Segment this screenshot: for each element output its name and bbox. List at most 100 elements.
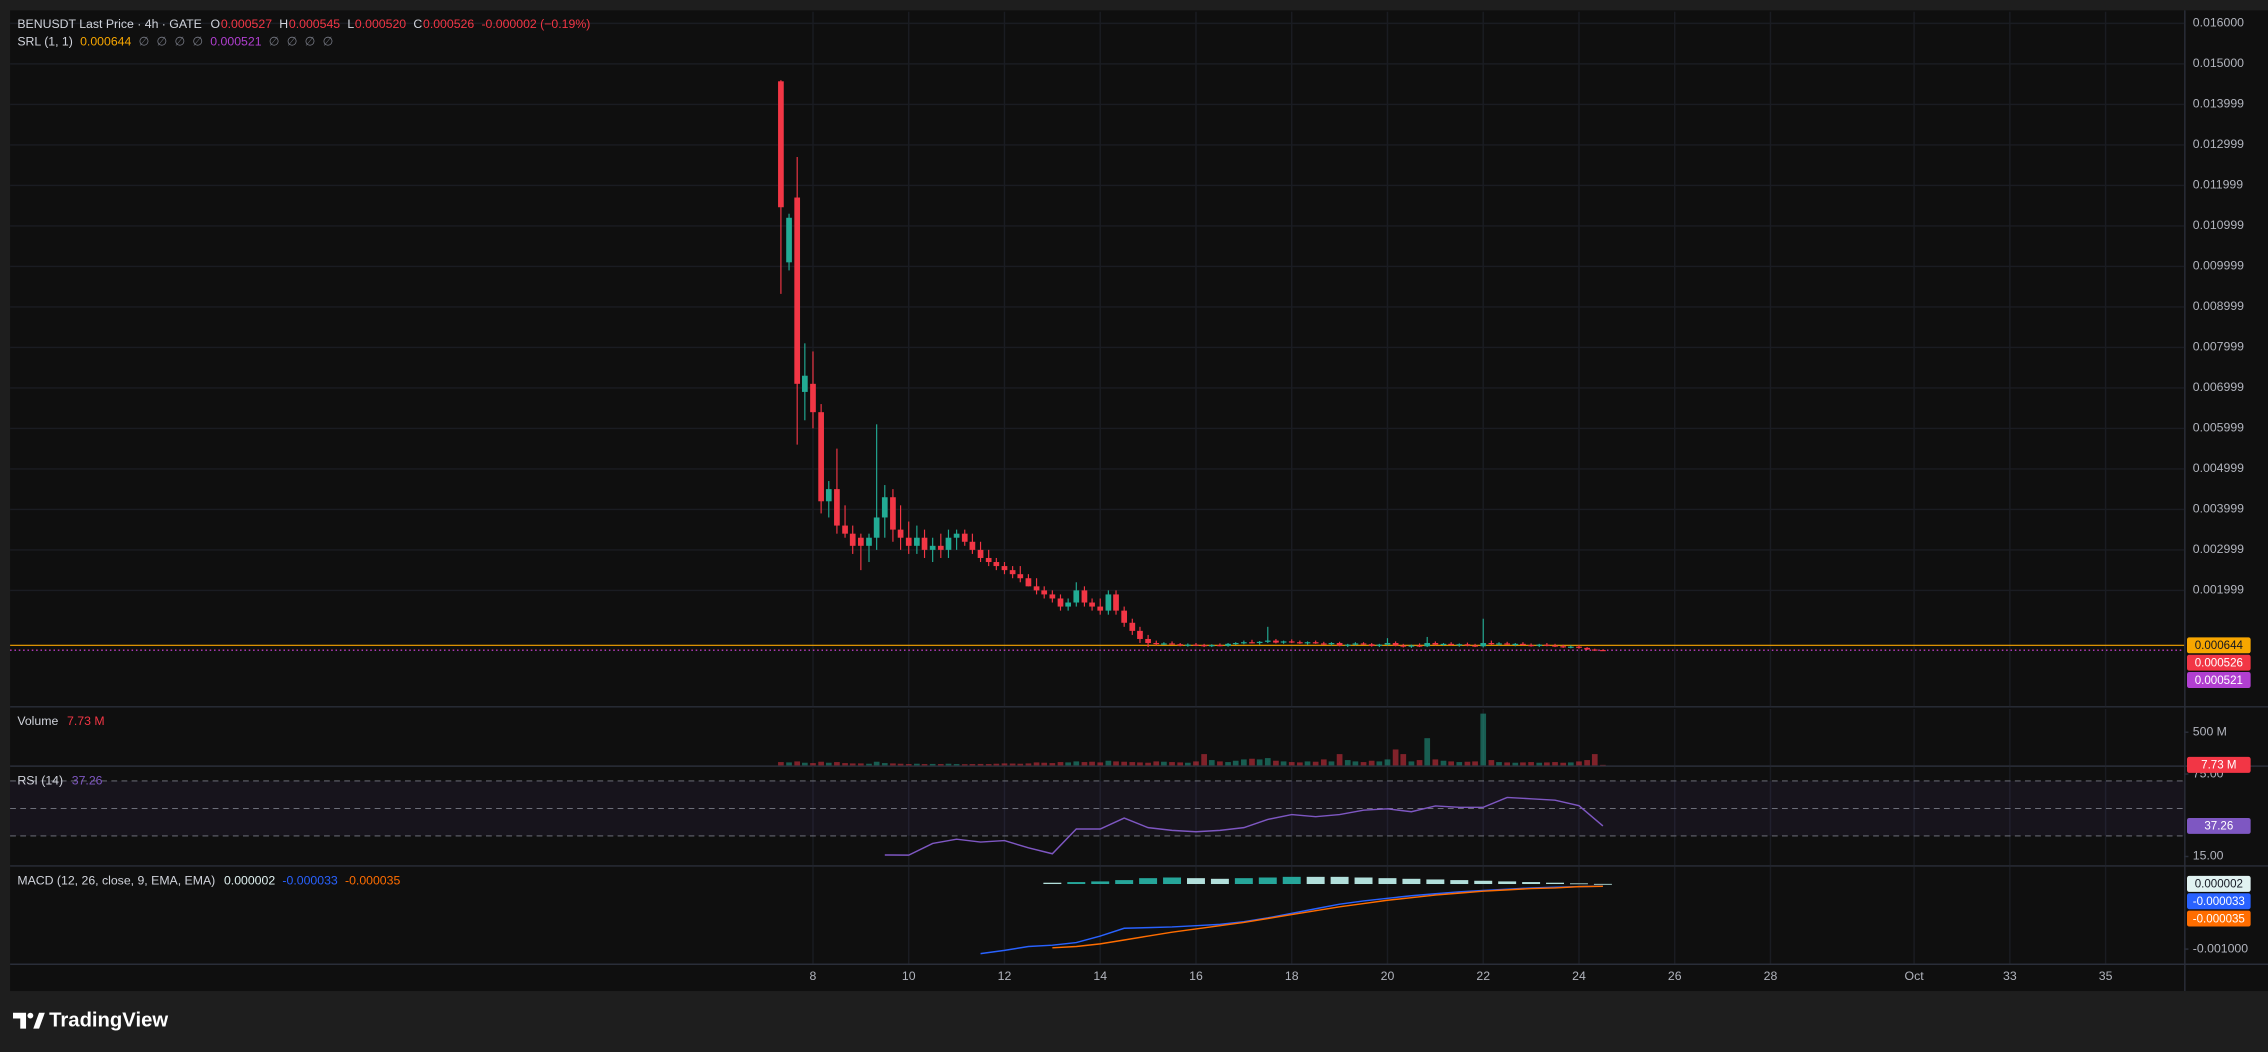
candle-body: [801, 375, 808, 392]
volume-bar: [1105, 760, 1112, 766]
price-badge-label: 0.000526: [2195, 657, 2243, 669]
candle-body: [1201, 645, 1207, 647]
candle-body: [866, 537, 872, 546]
volume-bar: [881, 763, 888, 766]
candle-body: [914, 537, 920, 546]
candle-body: [1440, 643, 1447, 645]
candle-body: [945, 537, 952, 550]
candle-body: [1376, 644, 1383, 646]
y-tick-label: 0.007999: [2193, 340, 2244, 354]
candle-body: [1097, 606, 1104, 611]
volume-bar: [1480, 713, 1487, 766]
candle-body: [1232, 643, 1239, 645]
candle-body: [1320, 643, 1327, 645]
brand-logo[interactable]: TradingView: [13, 1010, 168, 1032]
pane-title: Volume: [17, 714, 58, 728]
candle-body: [1241, 642, 1247, 644]
ohlc-value: 0.000520: [355, 17, 406, 31]
price-badge-label: -0.000033: [2193, 896, 2245, 908]
logo-dot: [27, 1012, 34, 1019]
candle-body: [842, 525, 848, 534]
pane-title: RSI (14): [17, 774, 63, 788]
candle-body: [890, 497, 896, 530]
indicator-value: ∅: [139, 34, 150, 48]
indicator-value: ∅: [269, 34, 280, 48]
volume-bar: [1488, 760, 1495, 766]
volume-bar: [914, 763, 920, 766]
candle-body: [1225, 643, 1231, 646]
y-tick-label: 0.011999: [2193, 178, 2243, 192]
volume-bar: [1456, 762, 1463, 766]
volume-bar: [1312, 761, 1319, 766]
candle-body: [1328, 643, 1335, 645]
y-tick-label: 0.008999: [2193, 299, 2244, 313]
candle-body: [1177, 644, 1184, 646]
candle-body: [1352, 643, 1359, 645]
candle-body: [1536, 644, 1543, 646]
x-tick-label: 14: [1093, 969, 1107, 983]
y-tick-label: 0.009999: [2193, 259, 2244, 273]
candle-body: [1600, 650, 1606, 652]
volume-bar: [1328, 761, 1335, 766]
macd-histogram-bar: [1234, 878, 1253, 885]
candle-body: [1520, 643, 1526, 646]
y-tick-label: 15.00: [2193, 849, 2224, 863]
macd-histogram-bar: [1139, 878, 1158, 885]
volume-bar: [1137, 762, 1143, 766]
candle-body: [1504, 643, 1511, 645]
volume-bar: [993, 763, 1000, 766]
volume-bar: [1057, 762, 1064, 766]
volume-bar: [1081, 762, 1088, 766]
volume-bar: [1600, 764, 1606, 766]
candle-body: [969, 541, 976, 550]
volume-bar: [1001, 763, 1008, 766]
candle-body: [1001, 566, 1008, 571]
candle-body: [953, 533, 960, 538]
price-badge: [2187, 672, 2251, 688]
candle-body: [1591, 649, 1598, 651]
x-tick-label: 33: [2003, 969, 2017, 983]
volume-bar: [1017, 763, 1024, 766]
volume-bar: [1073, 761, 1080, 766]
candle-body: [905, 537, 912, 546]
indicator-value: ∅: [174, 34, 185, 48]
volume-bar: [1392, 749, 1399, 766]
volume-bar: [1129, 762, 1136, 766]
y-tick-label: 0.012999: [2193, 137, 2244, 151]
candle-body: [1576, 646, 1582, 648]
volume-bar: [1352, 761, 1359, 766]
volume-bar: [945, 763, 952, 766]
macd-histogram-bar: [1306, 876, 1325, 885]
candle-body: [1288, 641, 1295, 643]
brand-name: TradingView: [49, 1010, 168, 1032]
candle-body: [810, 383, 816, 413]
candle-body: [1121, 610, 1128, 623]
macd-histogram-bar: [1498, 881, 1517, 885]
volume-bar: [1033, 762, 1040, 766]
volume-bar: [1400, 754, 1407, 766]
ohlc-value: 0.000527: [221, 17, 272, 31]
candle-body: [1424, 643, 1431, 647]
x-tick-label: 24: [1572, 969, 1586, 983]
candle-body: [1280, 641, 1287, 643]
volume-bar: [1273, 760, 1279, 766]
price-badge: [2187, 875, 2251, 892]
volume-bar: [866, 763, 872, 766]
candle-body: [1041, 590, 1048, 595]
indicator-value: ∅: [192, 34, 203, 48]
x-tick-label: 16: [1189, 969, 1203, 983]
price-badge-label: -0.000035: [2193, 913, 2245, 925]
y-tick-label: 0.001999: [2193, 583, 2244, 597]
volume-bar: [1225, 762, 1231, 766]
volume-bar: [1288, 762, 1295, 766]
volume-bar: [1297, 762, 1303, 766]
macd-histogram-bar: [1163, 877, 1182, 885]
volume-bar: [1344, 760, 1351, 766]
macd-histogram-bar: [1210, 878, 1229, 885]
volume-bar: [786, 762, 792, 766]
macd-histogram-bar: [1569, 883, 1588, 885]
candle-body: [993, 562, 1000, 567]
candle-body: [1025, 578, 1032, 587]
macd-histogram-bar: [1378, 878, 1397, 885]
volume-bar: [921, 764, 928, 766]
